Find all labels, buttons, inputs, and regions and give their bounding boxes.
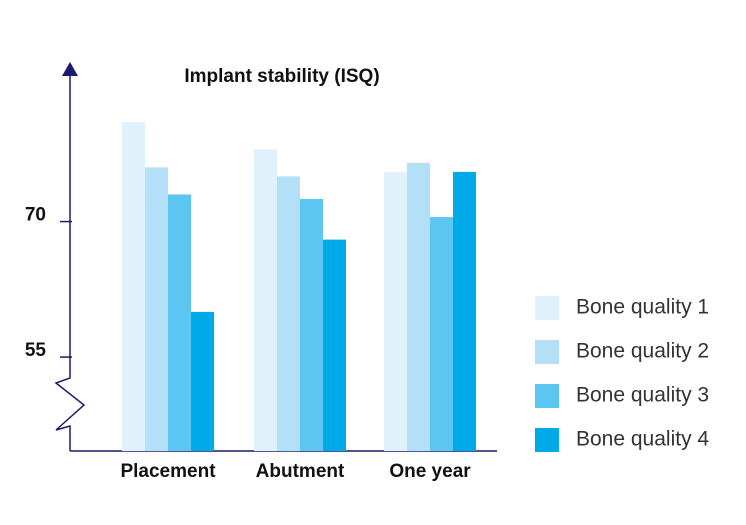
- bar: [277, 176, 300, 451]
- x-tick-label: Abutment: [256, 461, 345, 482]
- bar: [453, 171, 476, 452]
- legend-label: Bone quality 1: [576, 296, 709, 319]
- bar: [300, 198, 323, 451]
- legend-swatch: [535, 428, 559, 452]
- bar: [254, 149, 277, 451]
- bar: [122, 122, 145, 451]
- bar: [407, 162, 430, 452]
- axis-arrow: [62, 62, 78, 76]
- legend-swatch: [535, 296, 559, 320]
- y-axis: [54, 72, 86, 451]
- bar: [191, 311, 214, 451]
- x-tick-label: Placement: [120, 461, 216, 482]
- bar: [323, 239, 346, 451]
- chart-title: Implant stability (ISQ): [184, 66, 379, 87]
- legend-label: Bone quality 2: [576, 340, 709, 363]
- bar: [168, 194, 191, 451]
- legend-swatch: [535, 340, 559, 364]
- legend-label: Bone quality 3: [576, 384, 709, 407]
- x-tick-label: One year: [389, 461, 471, 482]
- y-tick-label: 70: [25, 205, 46, 226]
- y-tick-label: 55: [25, 340, 47, 361]
- bar: [430, 217, 453, 451]
- bar: [145, 167, 168, 451]
- legend-label: Bone quality 4: [576, 428, 709, 451]
- legend-swatch: [535, 384, 559, 408]
- bar: [384, 171, 407, 452]
